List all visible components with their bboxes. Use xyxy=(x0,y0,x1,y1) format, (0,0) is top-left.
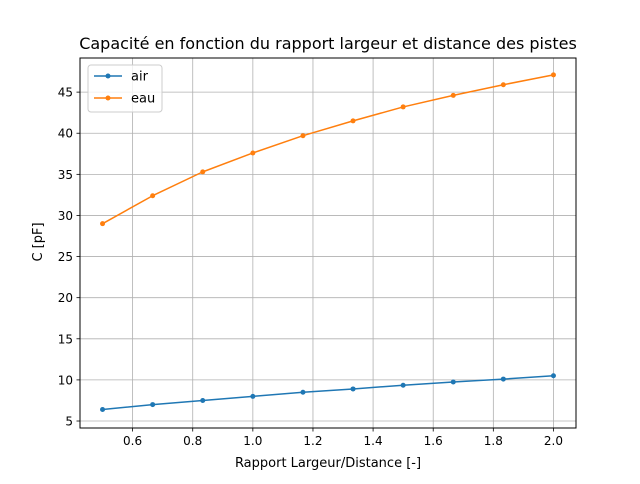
y-tick-label: 40 xyxy=(58,127,73,141)
x-tick-label: 2.0 xyxy=(544,434,563,448)
x-tick-label: 0.6 xyxy=(123,434,142,448)
y-tick-label: 5 xyxy=(65,415,73,429)
data-point-air xyxy=(450,379,456,385)
data-point-air xyxy=(400,382,406,388)
series-line-eau xyxy=(102,74,554,225)
series-line-air xyxy=(102,375,554,411)
tick-layer: 0.6 0.8 1.0 1.2 1.4 1.6 1.8 2.0 5 10 15 20 25 30 35 40 4… xyxy=(58,86,563,448)
legend-label-air: air xyxy=(131,70,149,85)
x-tick-label: 1.8 xyxy=(484,434,503,448)
x-tick-label: 1.0 xyxy=(243,434,262,448)
y-tick-label: 30 xyxy=(58,209,73,223)
data-point-air xyxy=(500,376,506,382)
data-point-air xyxy=(150,402,156,408)
data-point-eau xyxy=(400,104,406,110)
data-point-air xyxy=(300,389,306,395)
legend-marker-air xyxy=(105,73,111,79)
data-point-eau xyxy=(250,150,256,156)
x-axis-label: Rapport Largeur/Distance [-] xyxy=(235,456,421,471)
x-tick-label: 1.2 xyxy=(303,434,322,448)
x-tick-label: 1.6 xyxy=(424,434,443,448)
data-point-eau xyxy=(200,169,206,175)
data-point-eau xyxy=(550,72,556,78)
y-tick-label: 20 xyxy=(58,291,73,305)
data-point-air xyxy=(200,397,206,403)
y-tick-label: 35 xyxy=(58,168,73,182)
y-tick-label: 10 xyxy=(58,373,73,387)
data-point-air xyxy=(350,386,356,392)
y-tick-label: 45 xyxy=(58,86,73,100)
data-point-eau xyxy=(350,118,356,124)
legend-label-eau: eau xyxy=(131,92,155,107)
data-point-eau xyxy=(100,221,106,227)
data-point-air xyxy=(250,393,256,399)
y-axis-label: C [pF] xyxy=(31,222,46,261)
data-point-air xyxy=(100,407,106,412)
data-point-eau xyxy=(450,92,456,98)
data-point-eau xyxy=(300,133,306,139)
axes-frame xyxy=(79,57,577,429)
legend-marker-eau xyxy=(105,95,111,101)
y-tick-label: 15 xyxy=(58,332,73,346)
data-point-eau xyxy=(150,193,156,199)
legend: air eau xyxy=(87,64,163,113)
series-layer xyxy=(100,72,556,412)
x-tick-label: 1.4 xyxy=(364,434,383,448)
y-tick-label: 25 xyxy=(58,250,73,264)
data-point-air xyxy=(550,373,556,379)
x-tick-label: 0.8 xyxy=(183,434,202,448)
data-point-eau xyxy=(500,82,506,88)
chart-title: Capacité en fonction du rapport largeur … xyxy=(79,34,577,53)
